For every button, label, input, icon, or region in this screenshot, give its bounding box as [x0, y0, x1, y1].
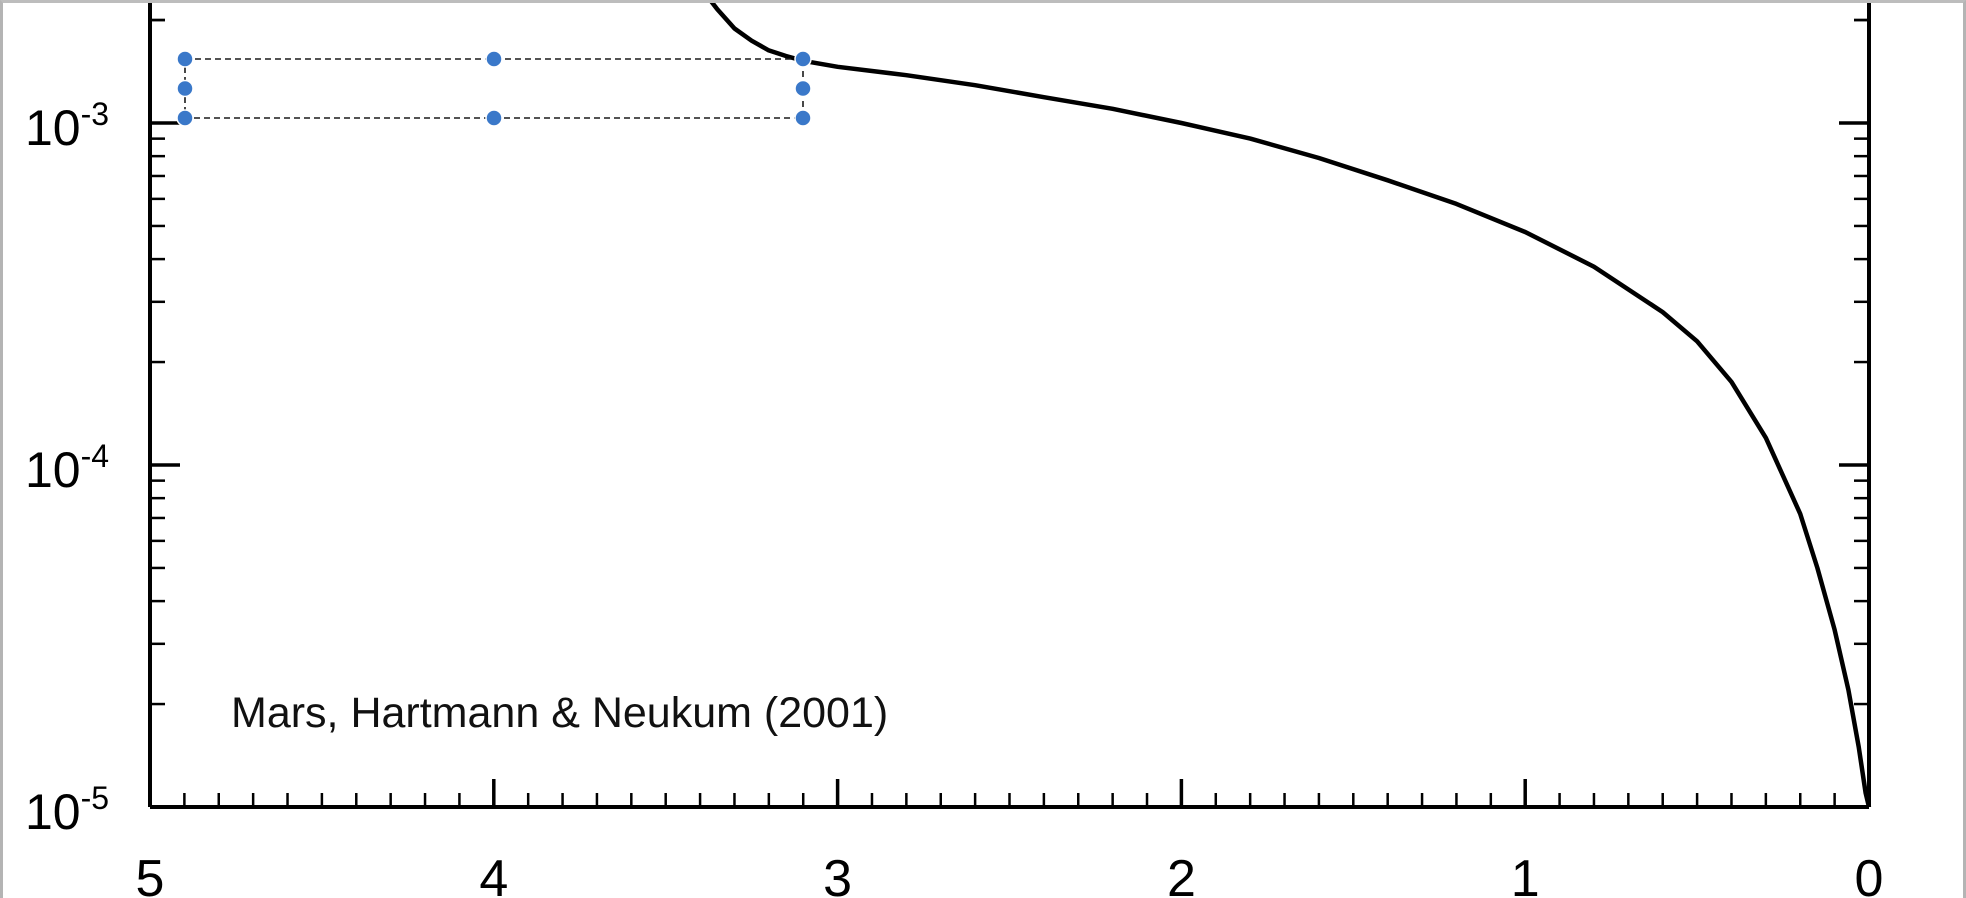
x-tick-label: 3	[823, 850, 852, 898]
chart-annotation: Mars, Hartmann & Neukum (2001)	[231, 689, 888, 737]
x-tick-label: 5	[136, 850, 165, 898]
x-tick-label: 1	[1511, 850, 1540, 898]
x-tick-label: 4	[479, 850, 508, 898]
resize-handle-bottom-left[interactable]	[176, 109, 194, 127]
resize-handle-middle-left[interactable]	[176, 79, 194, 98]
resize-handle-top-right[interactable]	[794, 50, 812, 68]
tick-labels: 5 4 3 2 1 0 10-3 10-4 10-5	[25, 96, 1883, 898]
selection-outline	[184, 58, 804, 119]
chart-plot: 5 4 3 2 1 0 10-3 10-4 10-5 Mars, Hartmann & Neuk…	[25, 3, 1883, 898]
series-line	[709, 3, 1872, 808]
resize-handle-middle-right[interactable]	[794, 79, 812, 98]
series-lines	[709, 3, 1872, 808]
text-box-selection[interactable]	[176, 50, 812, 127]
resize-handle-bottom-right[interactable]	[794, 109, 812, 127]
x-tick-label: 0	[1855, 850, 1884, 898]
resize-handle-top-left[interactable]	[176, 50, 194, 68]
y-tick-label: 10-4	[25, 438, 109, 498]
x-tick-label: 2	[1167, 850, 1196, 898]
y-tick-label: 10-5	[25, 780, 109, 840]
resize-handle-top-middle[interactable]	[485, 50, 503, 68]
tick-marks	[148, 18, 1871, 809]
resize-handle-bottom-middle[interactable]	[485, 109, 503, 127]
y-tick-label: 10-3	[25, 96, 109, 156]
axes	[148, 3, 1871, 809]
